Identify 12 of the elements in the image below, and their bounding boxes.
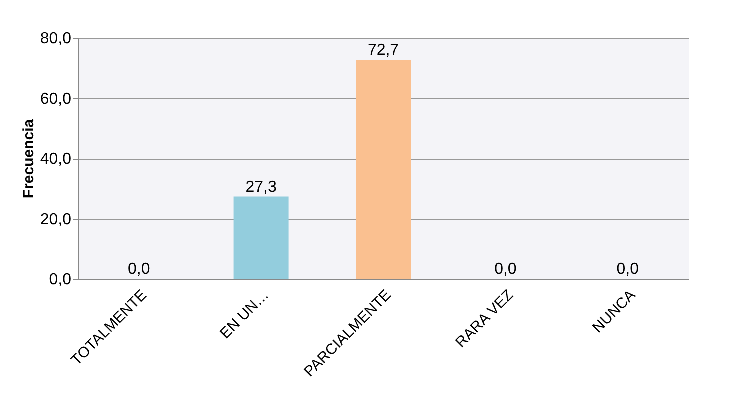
data-label: 0,0	[616, 261, 640, 278]
data-label: 0,0	[128, 261, 150, 278]
y-tick-label: 80,0	[40, 30, 72, 48]
y-tick-label: 20,0	[40, 211, 72, 228]
y-tick-label: 40,0	[40, 151, 72, 168]
y-tick-label: 0,0	[49, 272, 72, 288]
data-label: 72,7	[368, 42, 400, 59]
data-label: 27,3	[246, 178, 277, 196]
data-label: 0,0	[494, 261, 517, 278]
x-tick-label: EN UN…	[216, 286, 273, 342]
y-axis-title: Frecuencia	[20, 118, 38, 199]
y-tick-label: 60,0	[40, 90, 72, 108]
